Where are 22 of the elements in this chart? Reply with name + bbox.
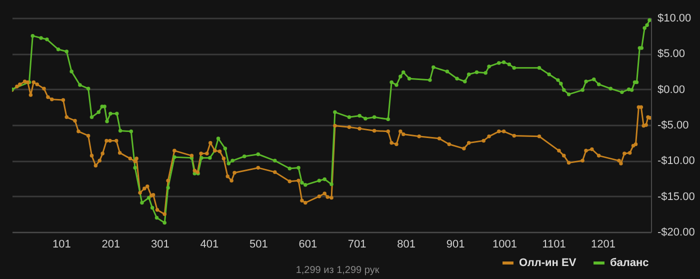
x-tick-label: 601 [298, 238, 318, 250]
x-tick-label: 401 [200, 238, 219, 250]
x-tick-label: 501 [249, 238, 268, 250]
y-tick-label: $0.00 [658, 84, 686, 96]
y-tick-label: -$15.00 [658, 190, 695, 203]
x-tick-label: 301 [151, 238, 170, 250]
x-tick-label: 801 [397, 238, 416, 250]
text: 1,299 из 1,299 рук [296, 265, 380, 276]
y-tick-label: -$10.00 [658, 155, 695, 168]
x-tick-label: 1101 [542, 238, 566, 250]
y-tick-label: -$5.00 [658, 120, 689, 132]
legend-label: Олл-ин EV [519, 257, 577, 269]
x-tick-label: 101 [52, 238, 71, 250]
x-tick-label: 201 [102, 238, 120, 250]
x-tick-label: 901 [446, 238, 465, 250]
x-tick-label: 1201 [591, 238, 616, 250]
y-tick-label: $5.00 [658, 48, 686, 60]
x-tick-label: 1001 [492, 238, 518, 250]
legend-label: баланс [610, 257, 649, 269]
y-tick-label: $10.00 [658, 12, 692, 24]
x-tick-label: 701 [348, 238, 366, 250]
y-tick-label: -$20.00 [658, 226, 695, 238]
